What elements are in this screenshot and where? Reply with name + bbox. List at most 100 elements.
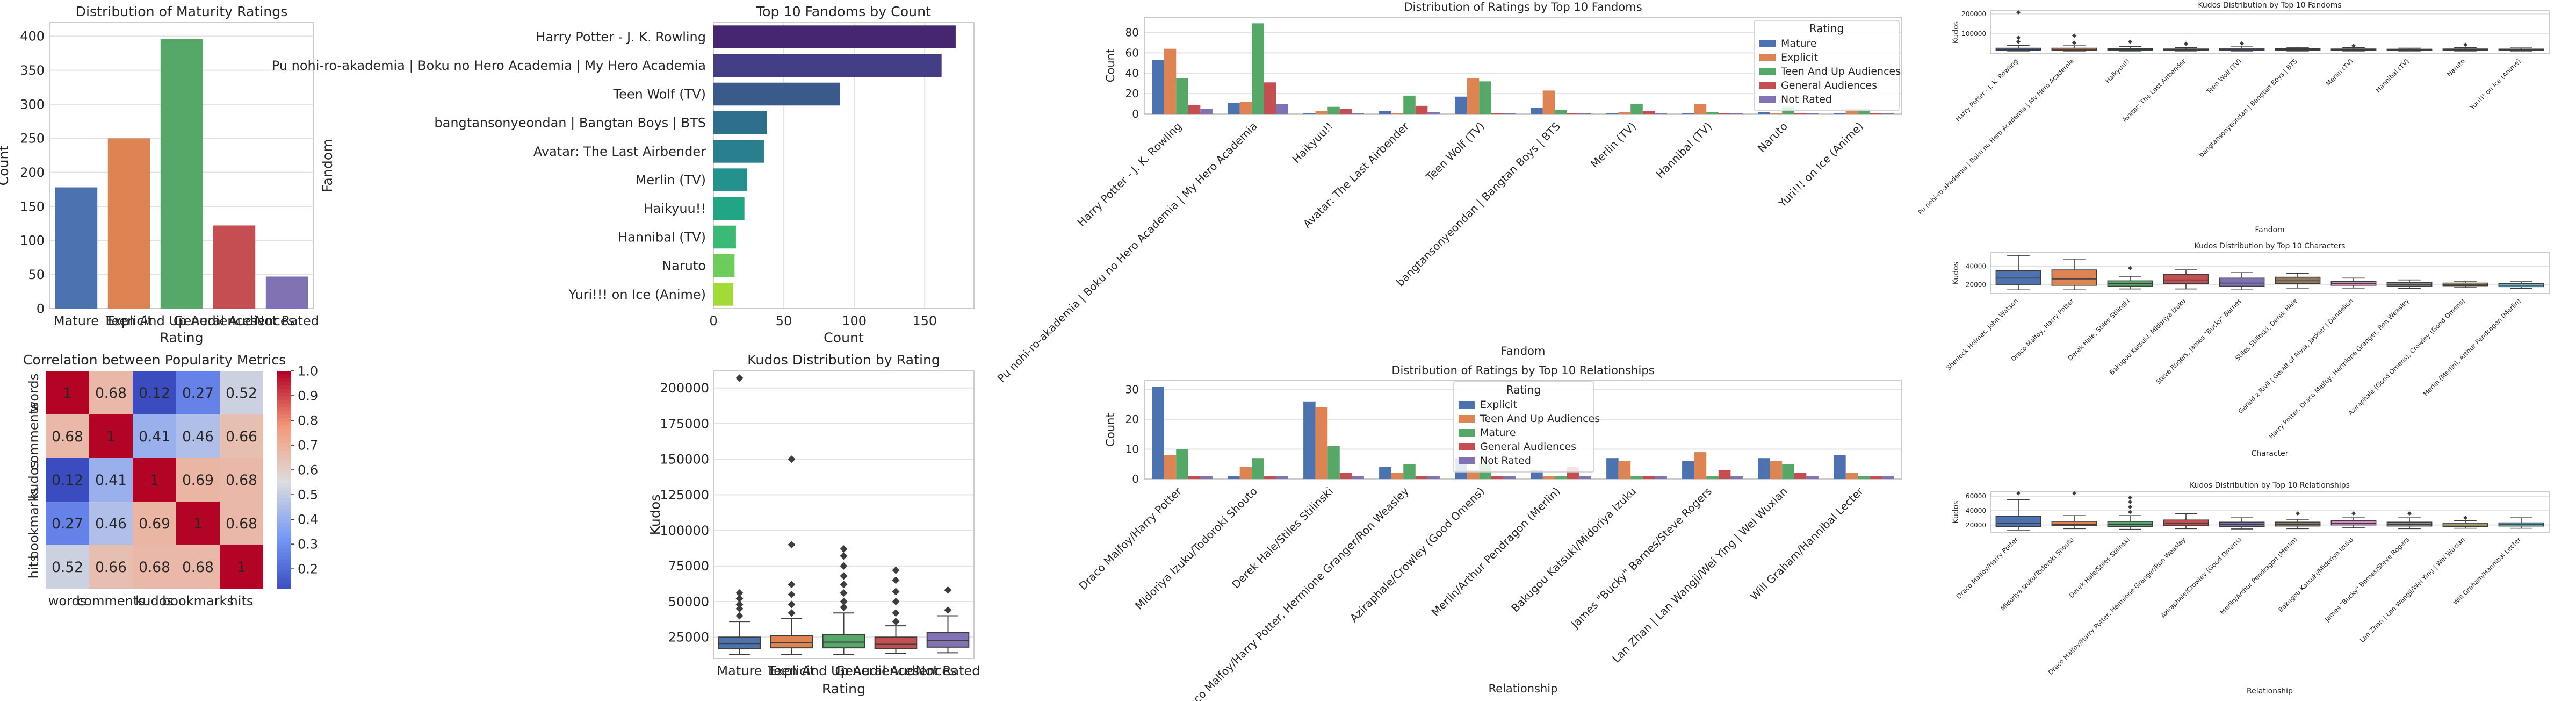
- cell-value: 1: [193, 516, 203, 532]
- heatmap-cell: [176, 458, 220, 502]
- y-axis-label: Count: [1104, 49, 1117, 82]
- y-tick-label: 250: [20, 131, 45, 146]
- y-tick-label: 25000: [668, 630, 709, 645]
- x-tick-label: Not Rated: [916, 663, 980, 678]
- y-tick-label: 20: [1125, 413, 1139, 426]
- legend-entry: General Audiences: [1781, 80, 1877, 91]
- bar: [1542, 476, 1555, 479]
- outlier: [788, 455, 796, 463]
- bar: [1352, 113, 1364, 114]
- bar: [1427, 112, 1440, 114]
- y-tick-label: bookmarks: [26, 488, 41, 559]
- colorbar-step: [277, 552, 291, 557]
- bar: [1694, 104, 1707, 114]
- bar: [55, 187, 98, 309]
- chart-title: Kudos Distribution by Top 10 Relationshi…: [2190, 481, 2350, 490]
- colorbar-step: [277, 411, 291, 415]
- x-axis-label: Relationship: [2247, 687, 2293, 696]
- y-tick-label: 40: [1125, 67, 1139, 80]
- outlier: [892, 618, 900, 626]
- heatmap-cell: [46, 371, 89, 414]
- y-tick-label: 20: [1125, 87, 1139, 100]
- colorbar-step: [277, 523, 291, 528]
- x-tick-label: Lan Zhan | Lan Wangji/Wei Ying | Wei Wux…: [1610, 485, 1790, 666]
- outlier: [2128, 495, 2132, 500]
- bar: [1834, 455, 1846, 479]
- bar: [1264, 476, 1276, 479]
- colorbar-step: [277, 454, 291, 459]
- colorbar-step: [277, 392, 291, 397]
- outlier: [2128, 499, 2132, 504]
- legend-swatch: [1459, 429, 1475, 437]
- outlier: [735, 374, 744, 382]
- colorbar-step: [277, 476, 291, 481]
- colorbar-tick-label: 0.2: [298, 562, 318, 577]
- x-tick-label: 150: [912, 313, 937, 328]
- bar: [1379, 467, 1391, 479]
- x-tick-label: Mature: [54, 313, 99, 328]
- heatmap-cell: [89, 414, 133, 458]
- bar: [1531, 108, 1543, 114]
- bar: [1276, 104, 1288, 114]
- bar: [1655, 476, 1667, 479]
- colorbar-step: [277, 519, 291, 524]
- outlier: [892, 566, 900, 574]
- legend-entry: Teen And Up Audiences: [1480, 413, 1600, 425]
- cell-value: 0.46: [95, 516, 127, 532]
- y-tick-label: 100000: [660, 523, 709, 538]
- colorbar-tick-label: 0.3: [298, 537, 318, 552]
- y-tick-label: Teen Wolf (TV): [612, 87, 706, 102]
- bar: [1152, 387, 1164, 479]
- legend-swatch: [1759, 54, 1776, 61]
- cell-value: 0.68: [95, 385, 127, 402]
- chart-title: Distribution of Ratings by Top 10 Relati…: [1391, 364, 1654, 377]
- bar: [1770, 113, 1783, 114]
- bar: [1606, 458, 1619, 479]
- x-tick-label: Steve Rogers, James "Bucky" Barnes: [2154, 297, 2243, 386]
- bar: [1391, 473, 1404, 479]
- colorbar-step: [277, 385, 291, 390]
- bar: [1352, 476, 1364, 479]
- x-tick-label: bangtansonyeondan | Bangtan Boys | BTS: [2197, 58, 2299, 159]
- outlier: [840, 581, 848, 589]
- colorbar-step: [277, 371, 291, 375]
- colorbar-step: [277, 429, 291, 433]
- outlier: [2463, 516, 2467, 520]
- cell-value: 0.27: [182, 385, 214, 402]
- box: [2275, 276, 2321, 284]
- legend-swatch: [1459, 401, 1475, 409]
- chart-fandoms: 0 50 100 150 Harry Potter - J. K. Rowling Pu …: [272, 4, 975, 345]
- chart-title: Distribution of Maturity Ratings: [76, 4, 288, 19]
- y-tick-label: 50000: [668, 594, 709, 609]
- y-tick-label: words: [26, 374, 41, 412]
- colorbar-step: [277, 425, 291, 430]
- colorbar-step: [277, 447, 291, 452]
- bar: [1164, 48, 1177, 114]
- bar: [1655, 113, 1667, 114]
- bar: [1239, 102, 1252, 114]
- colorbar-step: [277, 389, 291, 394]
- bar: [713, 111, 767, 134]
- outlier: [2128, 505, 2132, 510]
- heatmap-cell: [133, 502, 176, 545]
- y-tick-label: 150: [20, 199, 45, 214]
- plot-frame: [1990, 491, 2550, 533]
- chart-maturity: 0 50 100 150 200 250 300 350 400 Mature ExplicitTe…: [0, 4, 319, 345]
- y-tick-label: 175000: [660, 416, 709, 431]
- bar: [1339, 109, 1352, 114]
- bar: [1555, 476, 1567, 479]
- cell-value: 0.52: [52, 559, 83, 576]
- outlier: [840, 598, 848, 606]
- heatmap-cell: [176, 545, 220, 589]
- x-tick-label: Explicit: [768, 663, 815, 678]
- outlier: [2128, 266, 2132, 270]
- bar: [1391, 113, 1404, 114]
- legend-entry: Explicit: [1480, 399, 1517, 411]
- bar: [1264, 82, 1276, 114]
- cell-value: 0.68: [52, 428, 83, 445]
- bar: [1682, 113, 1694, 114]
- x-tick-label: General Audiences: [174, 313, 295, 328]
- bar: [1618, 461, 1631, 479]
- box: [874, 636, 918, 649]
